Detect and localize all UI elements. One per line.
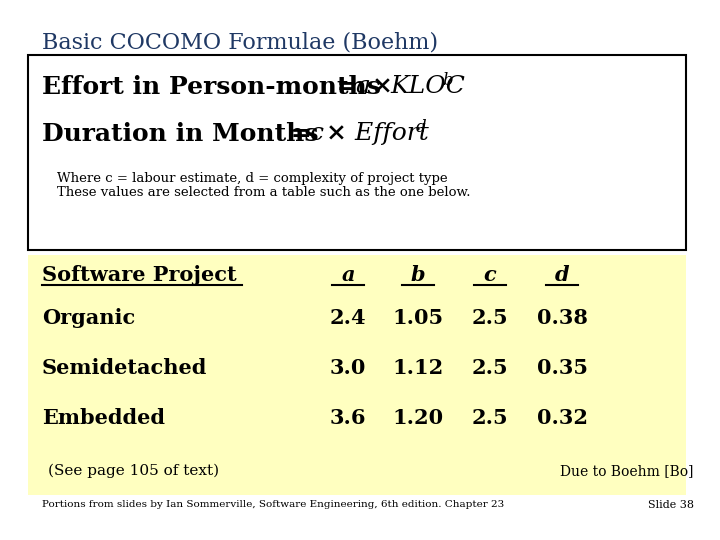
Text: =: = (328, 75, 358, 99)
Text: ×: × (326, 122, 347, 146)
Text: 1.20: 1.20 (392, 408, 444, 428)
Text: KLOC: KLOC (390, 75, 465, 98)
Text: 2.5: 2.5 (472, 358, 508, 378)
Text: 0.38: 0.38 (536, 308, 588, 328)
Text: d: d (554, 265, 570, 285)
Text: 0.35: 0.35 (536, 358, 588, 378)
Text: These values are selected from a table such as the one below.: These values are selected from a table s… (57, 186, 470, 199)
Text: ×: × (372, 75, 393, 99)
Text: Portions from slides by Ian Sommerville, Software Engineering, 6th edition. Chap: Portions from slides by Ian Sommerville,… (42, 500, 504, 509)
Text: a: a (355, 75, 370, 98)
Text: =: = (282, 122, 312, 146)
Text: Slide 38: Slide 38 (648, 500, 694, 510)
Text: Effort in Person-months: Effort in Person-months (42, 75, 381, 99)
Text: 0.32: 0.32 (536, 408, 588, 428)
Text: d: d (416, 119, 427, 136)
Text: Embedded: Embedded (42, 408, 165, 428)
Text: b: b (410, 265, 426, 285)
Bar (28, 255, 686, 495)
Text: Effort: Effort (347, 122, 428, 145)
Text: Software Project: Software Project (42, 265, 237, 285)
Text: b: b (442, 72, 453, 89)
Text: 2.5: 2.5 (472, 408, 508, 428)
Text: (See page 105 of text): (See page 105 of text) (48, 464, 219, 478)
Text: c: c (310, 122, 324, 145)
Text: 1.12: 1.12 (392, 358, 444, 378)
Text: Due to Boehm [Bo]: Due to Boehm [Bo] (560, 464, 694, 478)
Text: 1.05: 1.05 (392, 308, 444, 328)
Text: Organic: Organic (42, 308, 135, 328)
Text: c: c (484, 265, 496, 285)
Bar (28, 55, 686, 250)
Text: Semidetached: Semidetached (42, 358, 207, 378)
Text: 3.6: 3.6 (330, 408, 366, 428)
Text: 2.4: 2.4 (330, 308, 366, 328)
Text: 3.0: 3.0 (330, 358, 366, 378)
Text: a: a (341, 265, 355, 285)
Text: 2.5: 2.5 (472, 308, 508, 328)
Text: Basic COCOMO Formulae (Boehm): Basic COCOMO Formulae (Boehm) (42, 32, 438, 54)
Text: Where c = labour estimate, d = complexity of project type: Where c = labour estimate, d = complexit… (57, 172, 448, 185)
Text: Duration in Months: Duration in Months (42, 122, 318, 146)
